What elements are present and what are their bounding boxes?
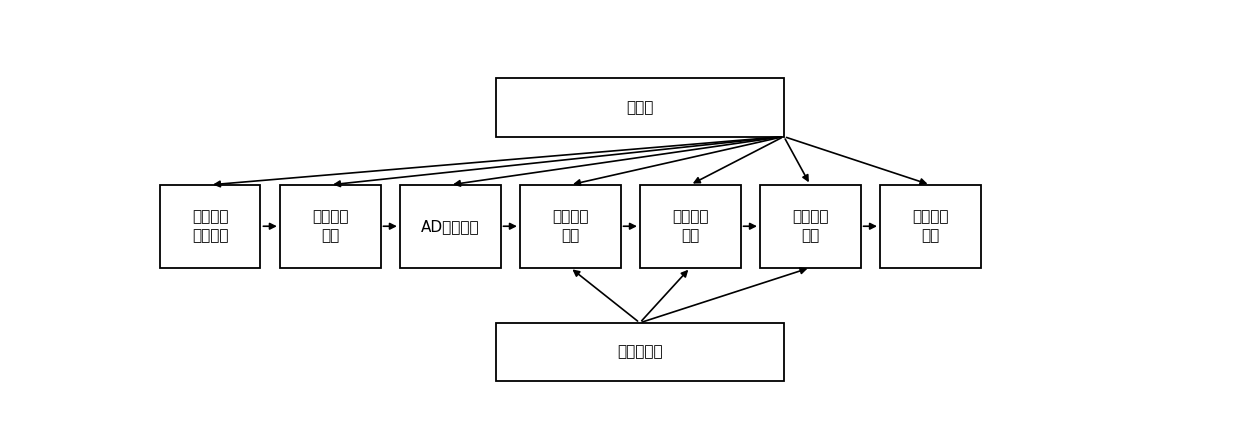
Text: 二级滤波
模块: 二级滤波 模块 xyxy=(792,209,829,244)
Text: 二级放大
模块: 二级放大 模块 xyxy=(672,209,709,244)
Bar xyxy=(639,185,741,267)
Text: 信号采集
传输模块: 信号采集 传输模块 xyxy=(192,209,228,244)
Bar xyxy=(496,78,784,137)
Bar xyxy=(400,185,501,267)
Text: AD转换模块: AD转换模块 xyxy=(421,219,479,234)
Bar xyxy=(160,185,260,267)
Bar xyxy=(880,185,981,267)
Text: 一级放大
模块: 一级放大 模块 xyxy=(312,209,348,244)
Text: 一级滤波
模块: 一级滤波 模块 xyxy=(551,209,589,244)
Text: 信号输出
模块: 信号输出 模块 xyxy=(912,209,949,244)
Text: 电池组: 电池组 xyxy=(626,100,653,115)
Bar xyxy=(496,323,784,382)
Bar xyxy=(760,185,861,267)
Text: 微电脑模块: 微电脑模块 xyxy=(617,345,663,360)
Bar xyxy=(280,185,380,267)
Bar xyxy=(520,185,621,267)
